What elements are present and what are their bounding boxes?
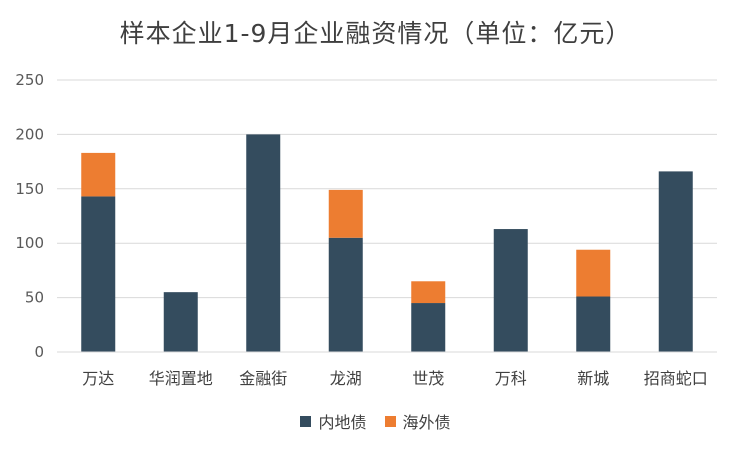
bar-domestic-0 — [81, 196, 116, 352]
bar-domestic-2 — [246, 134, 281, 352]
y-tick-label: 50 — [25, 289, 44, 307]
x-tick-label: 世茂 — [412, 369, 444, 388]
legend: 内地债 海外债 — [0, 409, 751, 433]
y-tick-label: 0 — [34, 343, 44, 361]
y-tick-label: 100 — [15, 234, 44, 252]
legend-label-1: 海外债 — [402, 413, 451, 432]
x-tick-label: 万达 — [82, 369, 114, 388]
bar-domestic-6 — [576, 296, 611, 352]
x-tick-label: 金融街 — [239, 369, 287, 388]
bar-domestic-1 — [163, 292, 198, 352]
x-tick-label: 新城 — [577, 369, 609, 388]
bar-overseas-6 — [576, 249, 611, 297]
y-tick-label: 200 — [15, 125, 44, 143]
bar-domestic-5 — [493, 229, 528, 352]
legend-item-0: 内地债 — [300, 409, 367, 433]
bar-domestic-7 — [658, 171, 693, 352]
bar-domestic-3 — [328, 237, 363, 352]
x-tick-label: 招商蛇口 — [644, 369, 708, 388]
y-tick-label: 250 — [15, 71, 44, 89]
y-tick-label: 150 — [15, 180, 44, 198]
x-tick-label: 龙湖 — [330, 369, 362, 388]
chart-title: 样本企业1-9月企业融资情况（单位：亿元） — [119, 19, 632, 48]
legend-label-0: 内地债 — [318, 413, 367, 432]
legend-swatch-1 — [384, 415, 396, 427]
bar-overseas-3 — [328, 189, 363, 238]
bar-domestic-4 — [411, 303, 446, 352]
bar-overseas-4 — [411, 281, 446, 304]
legend-swatch-0 — [300, 415, 312, 427]
x-tick-label: 万科 — [495, 369, 527, 388]
bar-overseas-0 — [81, 152, 116, 197]
x-tick-label: 华润置地 — [149, 369, 213, 388]
legend-item-1: 海外债 — [384, 409, 451, 433]
